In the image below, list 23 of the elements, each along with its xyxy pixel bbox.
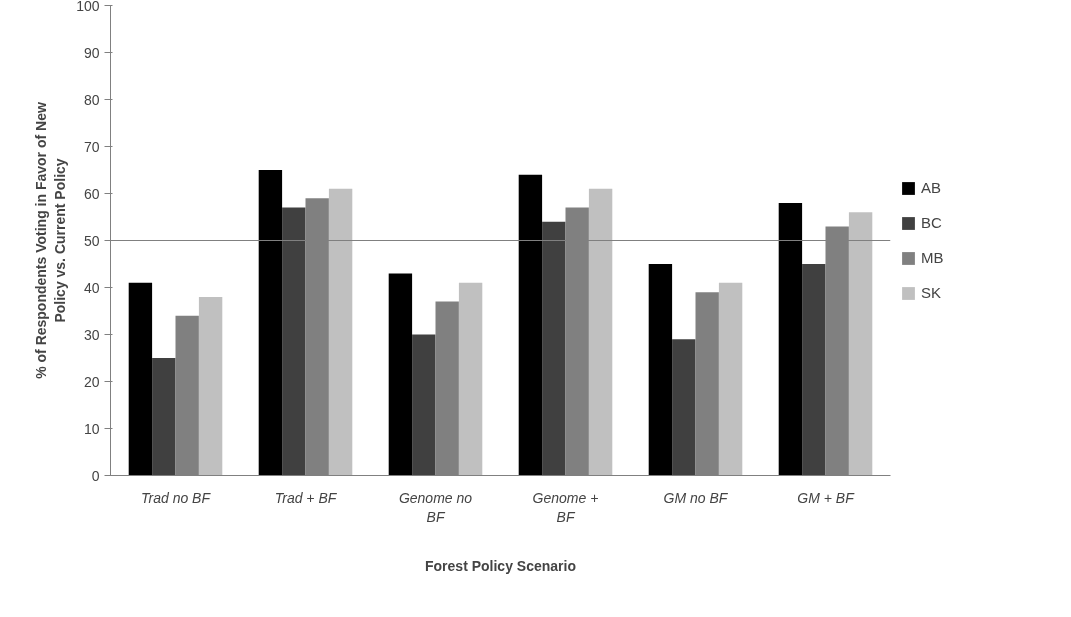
y-tick-label: 90 — [83, 44, 100, 61]
x-tick-label: Genome no BF — [398, 489, 473, 525]
y-axis-title: % of Respondents Voting in Favor of New Policy vs. Current Policy — [32, 102, 69, 379]
x-axis-title: Forest Policy Scenario — [425, 557, 576, 574]
x-tick-label: Trad no BF — [141, 489, 212, 506]
y-tick-label: 70 — [83, 138, 100, 155]
x-tick-label: Trad + BF — [274, 489, 338, 506]
legend-label: MB — [921, 249, 944, 266]
legend-label: AB — [921, 179, 942, 196]
x-tick-label: GM no BF — [663, 489, 729, 506]
y-tick-label: 80 — [83, 91, 100, 108]
x-tick-label: Genome + BF — [532, 489, 599, 525]
y-tick-label: 50 — [83, 232, 100, 249]
y-tick-label: 0 — [91, 467, 100, 484]
y-tick-label: 40 — [83, 279, 100, 296]
y-tick-label: 100 — [76, 0, 100, 14]
legend-label: SK — [921, 284, 942, 301]
y-tick-label: 10 — [83, 420, 100, 437]
y-tick-label: 20 — [83, 373, 100, 390]
legend-label: BC — [921, 214, 942, 231]
y-tick-label: 60 — [83, 185, 100, 202]
x-tick-label: GM + BF — [797, 489, 856, 506]
y-tick-label: 30 — [83, 326, 100, 343]
